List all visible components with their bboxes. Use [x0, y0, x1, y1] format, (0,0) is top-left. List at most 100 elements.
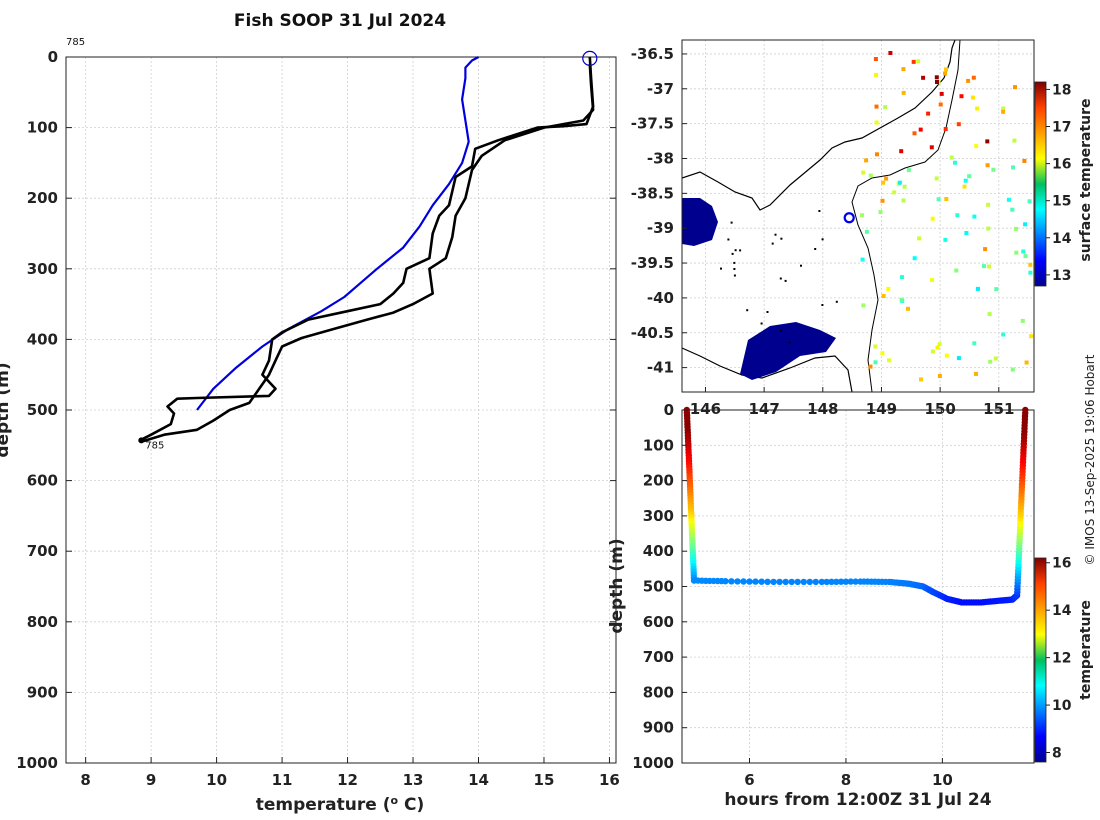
sst-speck	[874, 72, 879, 77]
contour-line	[851, 40, 961, 392]
sst-speck	[912, 131, 917, 136]
track-x-tick-label: 8	[841, 771, 851, 789]
track-point	[812, 578, 819, 586]
track-colorbar-ticks: 8 10 12 14 16	[1046, 556, 1072, 762]
sst-speck	[880, 198, 885, 203]
map-content	[682, 40, 1034, 392]
sst-speck	[943, 71, 947, 76]
track-point	[746, 578, 753, 585]
map-y-tick-label: -41	[647, 359, 674, 377]
sst-speck	[993, 356, 998, 361]
map-y-tick-label: -37.5	[631, 115, 674, 133]
track-point	[764, 578, 771, 585]
profile-x-ticks: 8 9 10 11 12 13 14 15 16	[80, 757, 620, 789]
map-y-tick-label: -40.5	[631, 324, 674, 342]
sst-speck	[974, 144, 979, 149]
sst-speck	[981, 264, 986, 269]
sst-speck	[880, 351, 885, 356]
track-colorbar-tick-label: 14	[1052, 603, 1072, 619]
profile-x-tick-label: 16	[599, 771, 620, 789]
track-y-tick-label: 1000	[632, 754, 674, 772]
sst-speck	[964, 231, 969, 235]
track-point	[752, 578, 759, 585]
map-colorbar-ticks: 13 14 15 16 17 18	[1046, 82, 1072, 284]
sst-speck	[887, 358, 892, 363]
island-speck	[727, 238, 730, 241]
sst-specks	[720, 51, 1034, 382]
sst-speck	[912, 256, 917, 261]
sst-speck	[943, 237, 948, 242]
profile-y-tick-label: 400	[27, 330, 58, 348]
sst-speck	[991, 167, 996, 172]
profile-x-tick-label: 13	[403, 771, 424, 789]
track-colorbar	[1034, 557, 1047, 763]
sst-speck	[943, 127, 948, 131]
sst-speck	[899, 297, 904, 302]
sst-speck	[1001, 332, 1006, 337]
sst-speck	[971, 75, 976, 80]
sst-speck	[988, 359, 993, 364]
map-y-tick-label: -40	[647, 289, 674, 307]
track-point	[782, 578, 789, 586]
track-point	[823, 578, 830, 586]
series-climatology	[196, 56, 480, 411]
island-speck	[818, 210, 821, 212]
island-speck	[733, 261, 736, 264]
map-y-tick-label: -38	[647, 149, 674, 167]
map-y-tick-label: -38.5	[631, 184, 674, 202]
sst-speck	[966, 78, 971, 83]
sst-speck	[962, 184, 967, 189]
island-speck	[780, 237, 783, 240]
sst-speck	[972, 341, 977, 346]
island-speck	[821, 304, 824, 306]
sst-speck	[906, 168, 911, 173]
coastline-tasmania	[682, 347, 853, 392]
sst-speck	[1028, 270, 1033, 275]
island-speck	[720, 267, 722, 270]
sst-speck	[1014, 250, 1019, 255]
track-y-tick-label: 400	[643, 542, 674, 560]
sst-speck	[985, 163, 990, 168]
track-y-tick-label: 900	[643, 719, 674, 737]
profile-x-tick-label: 9	[146, 771, 156, 789]
sst-speck	[986, 202, 991, 207]
island-speck	[779, 277, 782, 280]
map-y-tick-label: -37	[647, 80, 674, 98]
island-speck	[835, 300, 838, 303]
profile-x-tick-label: 12	[337, 771, 358, 789]
profile-y-tick-label: 0	[48, 48, 58, 66]
track-x-label: hours from 12:00Z 31 Jul 24	[724, 790, 991, 810]
map-x-tick-label: 151	[983, 400, 1014, 418]
sst-speck	[944, 67, 948, 72]
sst-speck	[873, 360, 878, 365]
profile-y-tick-label: 800	[27, 613, 58, 631]
map-y-tick-label: -36.5	[631, 45, 674, 63]
sst-speck	[986, 226, 991, 231]
map-colorbar-tick-label: 14	[1052, 231, 1072, 247]
sst-speck	[899, 149, 904, 154]
island-speck	[730, 221, 733, 224]
sst-speck	[917, 236, 922, 241]
sst-speck	[944, 197, 949, 201]
sst-speck	[975, 286, 980, 291]
series-profile-up	[140, 64, 595, 444]
sst-speck	[875, 152, 879, 157]
map-axes-box	[681, 39, 1035, 393]
sst-speck	[881, 180, 886, 185]
map-colorbar	[1034, 81, 1047, 287]
track-y-tick-label: 0	[664, 401, 674, 419]
sst-speck	[892, 190, 897, 195]
sst-speck	[883, 105, 888, 110]
island-speck	[779, 329, 782, 332]
sst-speck	[930, 349, 935, 354]
sst-speck	[873, 57, 878, 61]
sst-speck	[955, 213, 960, 218]
sst-speck	[902, 184, 907, 189]
map-x-tick-label: 148	[807, 400, 838, 418]
sst-speck	[906, 306, 910, 311]
sst-speck	[1014, 226, 1018, 231]
sst-speck	[864, 229, 869, 234]
profile-x-label: temperature (o C)	[256, 794, 425, 815]
map-colorbar-tick-label: 17	[1052, 120, 1071, 136]
